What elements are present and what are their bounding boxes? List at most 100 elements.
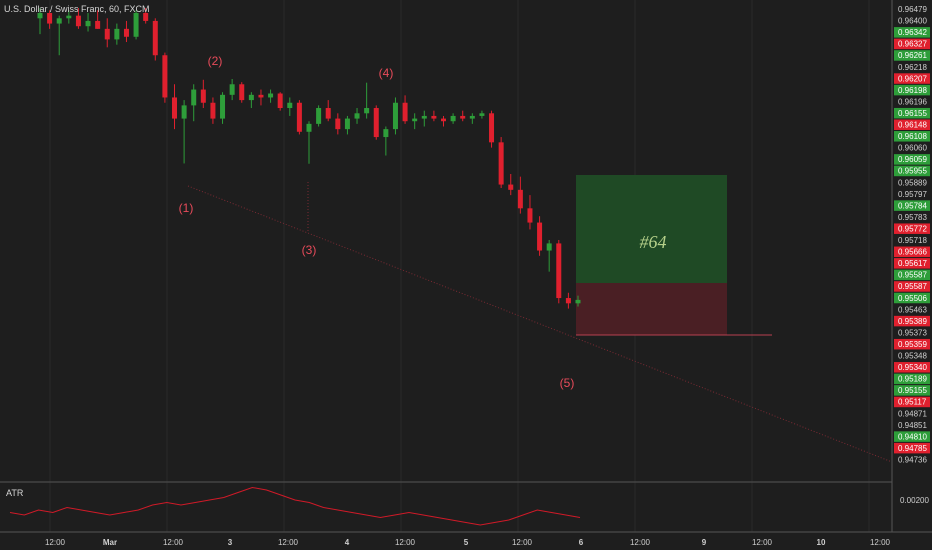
candle-body (325, 108, 331, 119)
wave-label: (4) (379, 66, 394, 80)
price-axis-label: 0.96155 (898, 109, 927, 118)
price-axis-label: 0.95797 (898, 190, 927, 199)
candle-body (460, 115, 466, 119)
atr-axis-label: 0.00200 (900, 496, 929, 505)
price-label-bg (894, 431, 930, 442)
candle-body (537, 222, 543, 251)
price-axis-label: 0.96342 (898, 28, 927, 37)
candle-body (306, 123, 312, 132)
price-axis-label: 0.95463 (898, 305, 927, 314)
candle-body (450, 115, 456, 122)
candle-body (191, 89, 197, 106)
candle-body (104, 28, 110, 40)
price-axis-label: 0.96196 (898, 97, 927, 106)
stop-zone[interactable] (576, 283, 727, 335)
candle-body (402, 102, 408, 122)
price-axis-label: 0.96059 (898, 155, 927, 164)
time-axis-label: 12:00 (630, 538, 651, 547)
price-label-bg (894, 396, 930, 408)
wave-label: (1) (179, 201, 194, 215)
candle-body (220, 94, 226, 119)
time-axis-label: 12:00 (278, 538, 299, 547)
price-axis-label: 0.96108 (898, 132, 927, 141)
candle-body (287, 102, 293, 109)
price-label-bg (894, 38, 930, 50)
price-label-bg (894, 338, 930, 350)
wave-labels: (1) (2) (3) (4) (5) (179, 54, 575, 390)
candle-body (172, 97, 177, 119)
time-axis-label: 6 (579, 538, 584, 547)
candle-body (575, 299, 581, 304)
candle-body (37, 13, 43, 19)
candle-body (508, 184, 514, 190)
candle-body (239, 84, 245, 101)
candle-body (248, 94, 254, 101)
candles (37, 8, 581, 309)
wave-label: (2) (208, 54, 223, 68)
time-axis-label: 3 (228, 538, 233, 547)
price-label-bg (894, 107, 930, 119)
price-axis-label: 0.94851 (898, 421, 927, 430)
position-label: #64 (640, 232, 667, 252)
time-axis-label: 4 (345, 538, 350, 547)
time-axis-label: 5 (464, 538, 469, 547)
candle-body (364, 108, 370, 114)
trendlines (187, 182, 893, 463)
position-zones[interactable]: #64 (576, 175, 772, 336)
price-axis-label: 0.94810 (898, 432, 927, 441)
candle-body (296, 102, 302, 132)
candle-body (114, 28, 120, 40)
price-label-bg (894, 281, 930, 292)
price-label-bg (894, 362, 930, 373)
price-label-bg (894, 385, 930, 396)
time-axis-label: 9 (702, 538, 707, 547)
atr-title: ATR (6, 488, 24, 498)
candle-body (210, 102, 216, 119)
price-axis-label: 0.96400 (898, 17, 927, 26)
price-axis-label: 0.95784 (898, 201, 927, 210)
price-axis-label: 0.95189 (898, 375, 927, 384)
price-label-bg (894, 258, 930, 269)
price-axis-label: 0.94871 (898, 409, 927, 418)
price-label-bg (894, 442, 930, 454)
price-axis-label: 0.95617 (898, 259, 927, 268)
candle-body (133, 13, 139, 37)
candle-body (229, 84, 235, 95)
candle-body (143, 13, 149, 21)
candle-body (268, 93, 274, 98)
price-label-bg (894, 165, 930, 177)
candle-body (431, 115, 437, 119)
price-label-bg (894, 269, 930, 281)
time-axis[interactable]: 12:00 Mar 12:00 3 12:00 4 12:00 5 12:00 6 12:00 9 12… (45, 538, 891, 547)
candle-body (47, 13, 53, 24)
candle-body (412, 118, 418, 122)
price-axis[interactable]: 0.96479 0.96400 0.96342 0.96327 0.96261 0.962… (894, 5, 930, 464)
price-axis-label: 0.96198 (898, 86, 927, 95)
candle-body (392, 102, 398, 130)
candle-body (258, 94, 264, 98)
time-axis-label: Mar (103, 538, 117, 547)
candle-body (441, 118, 446, 122)
time-axis-label: 12:00 (870, 538, 891, 547)
target-zone[interactable] (576, 175, 727, 283)
time-axis-label: 12:00 (45, 538, 66, 547)
candle-body (181, 105, 187, 119)
candle-body (527, 208, 533, 223)
time-axis-label: 10 (817, 538, 826, 547)
candle-body (277, 93, 283, 109)
candle-body (75, 15, 81, 27)
price-label-bg (894, 84, 930, 96)
price-label-bg (894, 27, 930, 38)
price-axis-label: 0.95117 (898, 398, 927, 407)
price-axis-label: 0.95889 (898, 178, 927, 187)
candle-body (200, 89, 206, 103)
atr-line (9, 486, 581, 526)
candle-body (85, 20, 91, 27)
price-axis-label: 0.95155 (898, 386, 927, 395)
candle-body (489, 113, 495, 143)
price-axis-label: 0.95955 (898, 167, 927, 176)
candle-body (556, 243, 562, 299)
price-axis-label: 0.95359 (898, 340, 927, 349)
price-axis-label: 0.96148 (898, 121, 927, 130)
